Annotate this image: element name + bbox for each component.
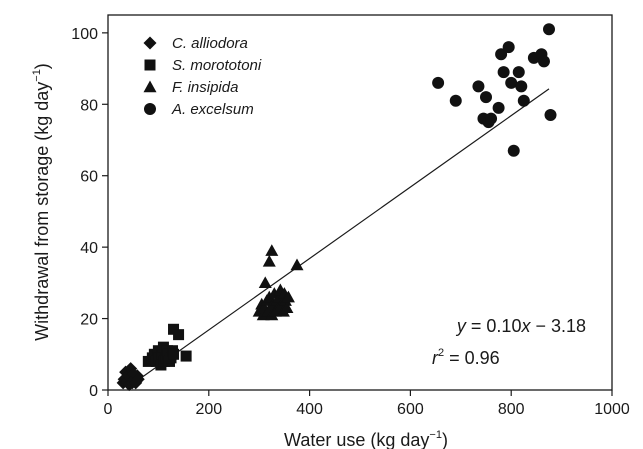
data-point-circle <box>492 101 505 114</box>
data-point-circle <box>485 112 498 125</box>
y-tick-label: 20 <box>80 312 98 329</box>
data-point-circle <box>515 80 528 93</box>
data-point-diamond <box>131 372 145 386</box>
data-points <box>116 23 557 392</box>
data-point-square <box>173 329 185 341</box>
plot-border <box>107 14 613 391</box>
data-point-circle <box>537 55 550 68</box>
r-squared-label: r2 = 0.96 <box>432 347 500 368</box>
data-point-circle <box>517 94 530 107</box>
regression-equation: y = 0.10x − 3.18 <box>455 316 586 336</box>
legend: C. alliodora S. morototoni F. insipida A. e… <box>143 35 262 118</box>
regression-line <box>127 88 550 388</box>
data-point-circle <box>502 41 515 54</box>
x-axis-title: Water use (kg day−1) <box>284 429 448 449</box>
legend-marker-circle <box>144 103 156 115</box>
data-point-circle <box>507 144 520 157</box>
y-tick-label: 0 <box>89 383 98 400</box>
y-tick-label: 60 <box>80 169 98 186</box>
y-axis-title: Withdrawal from storage (kg day−1) <box>31 63 52 341</box>
axis-ticks: 0 200 400 600 800 1000 0 20 40 60 80 100 <box>71 26 630 418</box>
data-point-triangle <box>290 258 304 271</box>
data-point-circle <box>512 66 525 79</box>
legend-marker-square <box>144 59 156 71</box>
data-point-circle <box>505 76 518 89</box>
data-point-circle <box>544 109 557 121</box>
legend-label: C. alliodora <box>172 35 248 52</box>
data-point-circle <box>449 94 462 107</box>
x-tick-label: 1000 <box>594 401 630 418</box>
data-point-circle <box>543 23 555 36</box>
data-point-triangle <box>281 290 295 303</box>
data-point-square <box>180 350 192 362</box>
regression-line-group <box>127 88 550 388</box>
legend-label: S. morototoni <box>172 57 262 74</box>
x-tick-label: 200 <box>195 401 222 418</box>
x-tick-label: 400 <box>296 401 323 418</box>
x-tick-label: 800 <box>498 401 525 418</box>
data-point-circle <box>495 48 508 61</box>
data-point-triangle <box>265 244 279 256</box>
data-point-triangle <box>262 254 276 267</box>
data-point-circle <box>472 80 485 93</box>
legend-marker-diamond <box>143 36 157 50</box>
data-point-circle <box>432 76 445 89</box>
data-point-circle <box>480 91 492 104</box>
legend-label: F. insipida <box>172 79 238 96</box>
plot-frame <box>107 14 613 391</box>
y-tick-label: 80 <box>80 97 98 114</box>
y-tick-label: 40 <box>80 240 98 257</box>
data-point-square <box>168 348 180 360</box>
data-point-circle <box>497 66 510 79</box>
x-tick-label: 0 <box>104 401 113 418</box>
legend-marker-triangle <box>143 80 157 93</box>
legend-label: A. excelsum <box>171 101 254 118</box>
x-tick-label: 600 <box>397 401 424 418</box>
y-tick-label: 100 <box>71 26 98 43</box>
data-point-triangle <box>258 276 272 289</box>
data-point-triangle <box>280 301 294 314</box>
